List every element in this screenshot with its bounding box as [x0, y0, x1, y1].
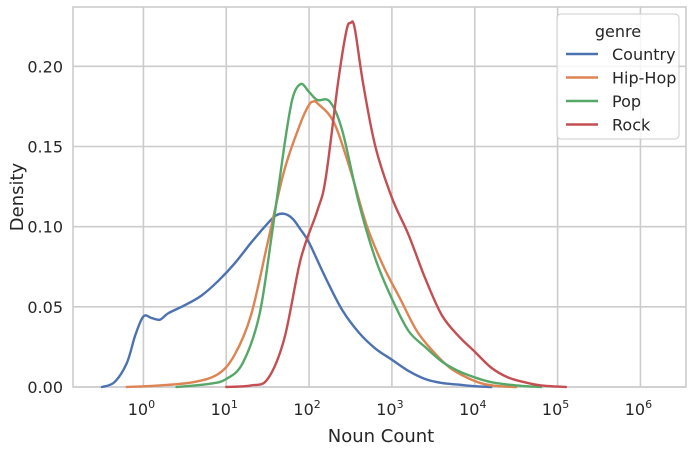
legend-label-rock: Rock — [612, 116, 651, 135]
x-tick-label: 102 — [293, 398, 320, 419]
y-tick-label: 0.15 — [27, 137, 63, 156]
x-tick-label: 105 — [542, 398, 569, 419]
legend-label-pop: Pop — [612, 92, 641, 111]
plot-frame — [72, 6, 687, 388]
series-line-pop — [175, 82, 543, 389]
y-tick-label: 0.20 — [27, 57, 63, 76]
y-tick-label: 0.10 — [27, 218, 63, 237]
legend-label-country: Country — [612, 45, 676, 64]
x-tick-label: 104 — [459, 398, 486, 419]
y-axis-label: Density — [7, 162, 28, 231]
legend-label-hip-hop: Hip-Hop — [612, 69, 676, 88]
tick-labels: 100 101 102 103 104 105 106 0.00 0.05 0.10 0.15 0.2… — [27, 57, 652, 419]
x-tick-label: 101 — [211, 398, 238, 419]
legend: genre Country Hip-Hop Pop Rock — [556, 13, 680, 140]
y-tick-label: 0.05 — [27, 298, 63, 317]
x-tick-label: 106 — [625, 398, 652, 419]
y-tick-label: 0.00 — [27, 378, 63, 397]
grid-lines — [72, 6, 687, 388]
series-line-country — [100, 212, 493, 389]
series-line-rock — [225, 20, 568, 389]
x-axis-label: Noun Count — [328, 426, 434, 447]
series-lines — [100, 20, 568, 389]
legend-title: genre — [595, 22, 641, 41]
x-tick-label: 100 — [128, 398, 155, 419]
legend-box — [556, 13, 680, 140]
x-tick-label: 103 — [376, 398, 403, 419]
